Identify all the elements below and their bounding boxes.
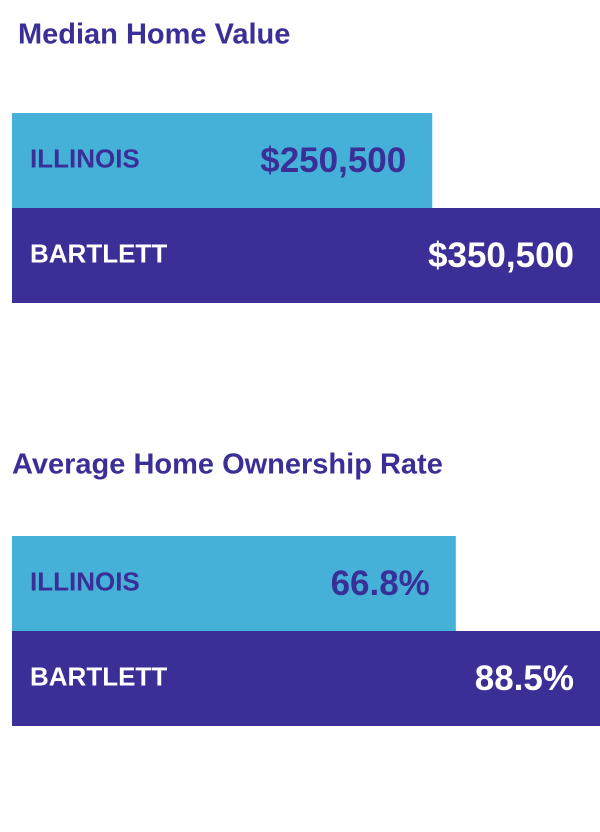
- value-label: $250,500: [260, 141, 406, 180]
- value-label: $350,500: [428, 236, 574, 275]
- chart-title: Average Home Ownership Rate: [12, 449, 443, 481]
- bar: [12, 536, 456, 631]
- value-label: 66.8%: [331, 564, 430, 603]
- bar: [12, 208, 600, 303]
- category-label: ILLINOIS: [30, 143, 140, 173]
- bar: [12, 631, 600, 726]
- value-label: 88.5%: [475, 659, 574, 698]
- chart-title: Median Home Value: [18, 19, 290, 51]
- category-label: BARTLETT: [30, 238, 167, 268]
- bar: [12, 113, 433, 208]
- category-label: BARTLETT: [30, 661, 167, 691]
- category-label: ILLINOIS: [30, 566, 140, 596]
